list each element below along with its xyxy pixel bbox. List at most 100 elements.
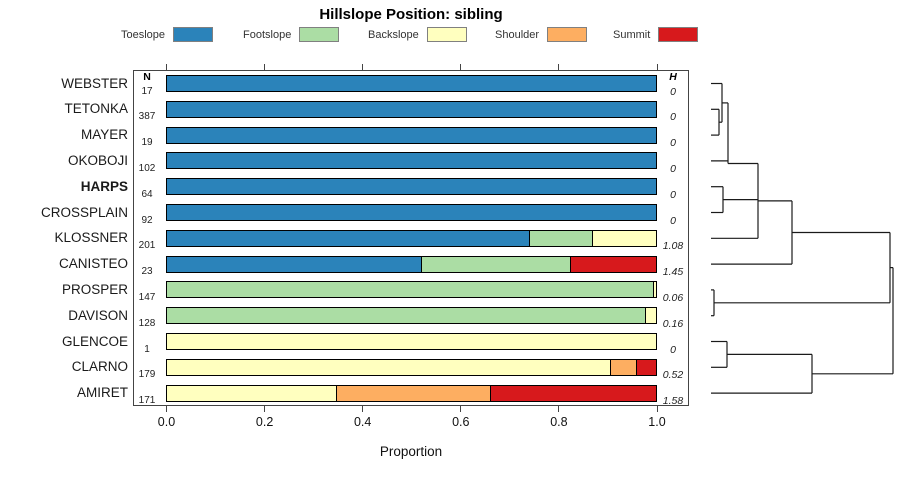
x-axis-title: Proportion [379, 444, 443, 459]
bottom-tick [166, 406, 167, 412]
n-value: 147 [138, 291, 156, 303]
h-value: 1.08 [662, 240, 684, 253]
h-value: 0 [670, 188, 676, 201]
bar-row-klossner [166, 229, 657, 247]
h-value: 0 [670, 85, 676, 98]
bar-segment-toeslope [167, 230, 529, 246]
x-tick-label: 0.8 [550, 415, 568, 429]
bar-row-okoboji [166, 152, 657, 170]
h-value: 0.16 [662, 317, 684, 330]
bar-segment-toeslope [167, 127, 656, 143]
h-column-header: H [669, 71, 677, 83]
legend-item-toeslope: Toeslope [121, 26, 214, 43]
bar-segment-toeslope [167, 179, 656, 195]
bar-row-glencoe [166, 333, 657, 350]
bar-row-webster [166, 75, 657, 92]
legend-label: Footslope [243, 28, 292, 41]
bar-segment-toeslope [167, 76, 656, 91]
n-value: 19 [141, 137, 153, 149]
bottom-tick [460, 406, 462, 412]
legend-swatch-shoulder [547, 27, 588, 43]
bar-row-clarno [166, 358, 657, 376]
h-value: 0 [670, 111, 676, 124]
top-tick [656, 63, 658, 70]
top-tick [264, 63, 266, 70]
legend-swatch-summit [658, 27, 699, 43]
h-value: 0.06 [662, 291, 684, 304]
bar-segment-summit [489, 385, 656, 401]
bar-row-mayer [166, 126, 657, 144]
bar-segment-toeslope [167, 205, 656, 220]
n-value: 128 [138, 317, 156, 329]
bar-segment-backslope [167, 334, 656, 349]
bar-segment-backslope [592, 230, 656, 246]
top-tick [166, 63, 167, 70]
row-label-harps: HARPS [80, 178, 128, 194]
row-label-mayer: MAYER [80, 127, 128, 143]
bar-segment-backslope [652, 282, 656, 298]
legend-label: Summit [613, 28, 651, 41]
bottom-tick [656, 406, 658, 412]
h-value: 0 [670, 214, 676, 227]
n-value: 92 [141, 214, 153, 226]
top-tick [460, 63, 462, 70]
legend-label: Shoulder [495, 28, 540, 41]
bar-row-amiret [166, 384, 657, 402]
legend-item-summit: Summit [613, 26, 699, 43]
h-value: 0 [670, 343, 676, 356]
bar-segment-toeslope [167, 256, 422, 272]
bar-segment-summit [570, 256, 656, 272]
bar-row-tetonka [166, 100, 657, 118]
n-value: 171 [138, 395, 156, 407]
h-value: 0 [670, 137, 676, 150]
bar-row-crossplain [166, 204, 657, 221]
n-column-header: N [143, 71, 151, 83]
row-label-prosper: PROSPER [61, 281, 128, 297]
h-value: 0.52 [662, 369, 684, 382]
bar-segment-backslope [167, 385, 336, 401]
row-label-webster: WEBSTER [61, 75, 128, 91]
bar-row-davison [166, 307, 657, 325]
bar-segment-footslope [167, 308, 645, 324]
bar-row-canisteo [166, 255, 657, 273]
bar-row-harps [166, 178, 657, 196]
legend-label: Backslope [368, 28, 419, 41]
bar-segment-backslope [167, 359, 611, 375]
n-value: 23 [141, 266, 153, 278]
legend-swatch-footslope [299, 27, 340, 43]
bar-segment-toeslope [167, 101, 656, 117]
bar-segment-summit [635, 359, 656, 375]
top-tick [558, 63, 560, 70]
row-label-okoboji: OKOBOJI [67, 152, 128, 168]
row-label-crossplain: CROSSPLAIN [40, 204, 128, 220]
legend-swatch-toeslope [173, 27, 214, 43]
n-value: 64 [141, 188, 153, 200]
row-label-amiret: AMIRET [76, 385, 128, 401]
legend-item-footslope: Footslope [243, 26, 340, 43]
row-label-canisteo: CANISTEO [58, 256, 128, 272]
bottom-tick [558, 406, 560, 412]
x-tick-label: 0.0 [157, 415, 176, 429]
chart-title: Hillslope Position: sibling [319, 6, 503, 23]
n-value: 201 [138, 240, 156, 252]
bar-segment-shoulder [610, 359, 636, 375]
bottom-tick [362, 406, 364, 412]
row-label-glencoe: GLENCOE [61, 333, 128, 349]
x-tick-label: 0.4 [353, 415, 372, 429]
plot-area-border [133, 70, 689, 406]
bar-segment-shoulder [335, 385, 490, 401]
x-tick-label: 0.2 [255, 415, 274, 429]
bottom-tick [264, 406, 266, 412]
top-tick [362, 63, 364, 70]
h-value: 0 [670, 162, 676, 175]
legend-item-backslope: Backslope [368, 26, 467, 43]
legend-item-shoulder: Shoulder [495, 26, 588, 43]
x-tick-label: 1.0 [648, 415, 666, 429]
legend-label: Toeslope [121, 28, 166, 41]
legend-swatch-backslope [426, 27, 467, 43]
n-value: 387 [138, 111, 156, 123]
n-value: 1 [144, 343, 150, 355]
row-label-clarno: CLARNO [71, 359, 128, 375]
